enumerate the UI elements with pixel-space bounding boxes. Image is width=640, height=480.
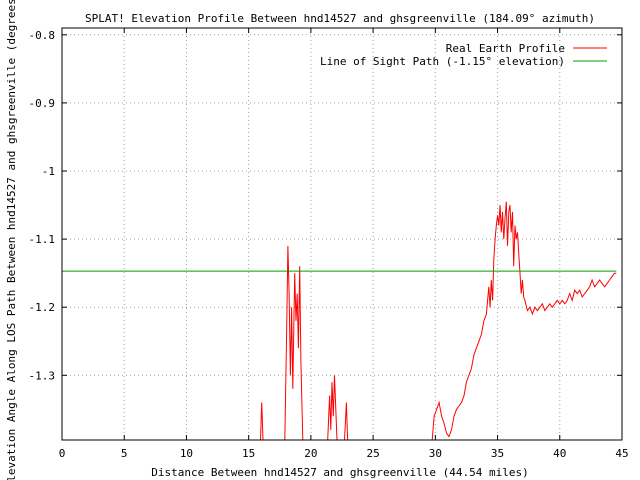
x-tick-label: 40 bbox=[553, 447, 566, 460]
y-tick-label: -1.1 bbox=[29, 233, 56, 246]
x-tick-label: 0 bbox=[59, 447, 66, 460]
real-earth-profile-line bbox=[431, 201, 617, 441]
x-tick-label: 35 bbox=[491, 447, 504, 460]
y-axis-label: Elevation Angle Along LOS Path Between h… bbox=[5, 0, 18, 480]
real-earth-profile-line bbox=[344, 402, 349, 441]
real-earth-profile-line bbox=[284, 245, 304, 441]
x-tick-label: 5 bbox=[121, 447, 128, 460]
y-tick-label: -0.8 bbox=[29, 29, 56, 42]
x-tick-label: 45 bbox=[615, 447, 628, 460]
tick-layer: 0 5 10 15 20 25 30 35 40 45 -0.8 -0.9 -1 -1.1 -1.2 -1.3 bbox=[29, 28, 629, 460]
legend-label: Line of Sight Path (-1.15° elevation) bbox=[320, 55, 565, 68]
real-earth-profile-line bbox=[327, 375, 338, 441]
real-earth-profile-line bbox=[260, 402, 264, 441]
y-tick-label: -0.9 bbox=[29, 97, 56, 110]
y-tick-label: -1.2 bbox=[29, 301, 56, 314]
series-layer bbox=[62, 201, 617, 441]
chart-title: SPLAT! Elevation Profile Between hnd1452… bbox=[85, 12, 595, 25]
x-axis-label: Distance Between hnd14527 and ghsgreenvi… bbox=[151, 466, 529, 479]
x-tick-label: 15 bbox=[242, 447, 255, 460]
grid-layer bbox=[62, 28, 622, 440]
legend-label: Real Earth Profile bbox=[446, 42, 565, 55]
x-tick-label: 10 bbox=[180, 447, 193, 460]
x-tick-label: 30 bbox=[429, 447, 442, 460]
plot-frame bbox=[61, 27, 623, 441]
y-tick-label: -1 bbox=[42, 165, 55, 178]
x-tick-label: 25 bbox=[366, 447, 379, 460]
y-tick-label: -1.3 bbox=[29, 369, 56, 382]
x-tick-label: 20 bbox=[304, 447, 317, 460]
